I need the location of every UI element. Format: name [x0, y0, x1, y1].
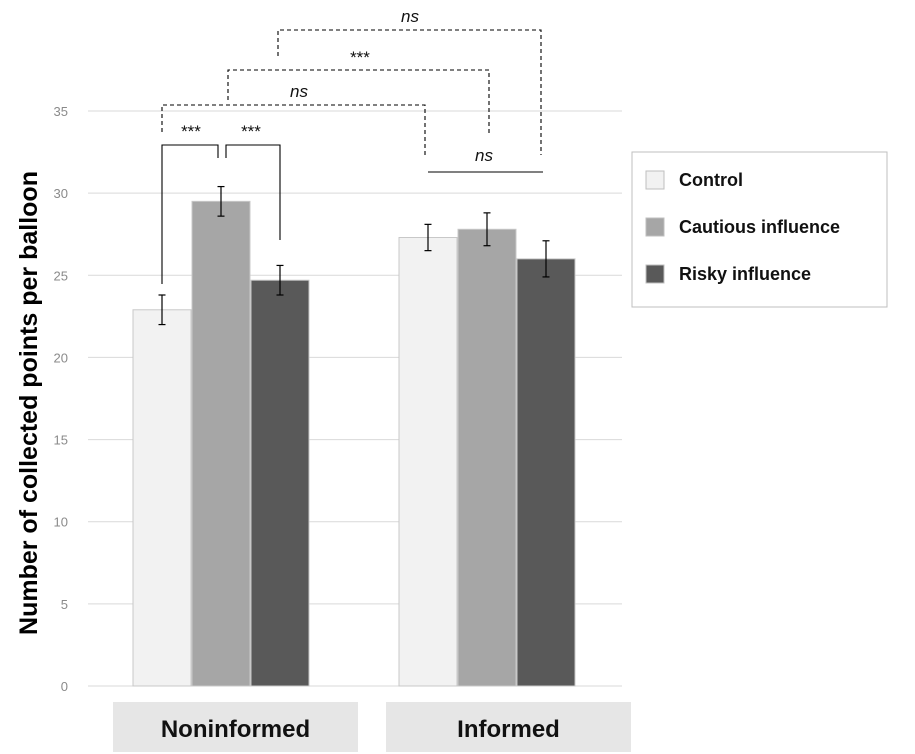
significance-brackets: *** *** ns *** ns ns	[161, 7, 543, 284]
bars	[132, 200, 576, 687]
x-category-label: Informed	[457, 716, 560, 743]
legend-label: Cautious influence	[679, 217, 840, 237]
significance-label: ***	[350, 48, 370, 67]
y-tick-label: 30	[54, 186, 68, 201]
y-axis-label: Number of collected points per balloon	[15, 171, 43, 635]
legend-swatch	[645, 264, 665, 284]
significance-label: ***	[181, 122, 201, 141]
bar	[250, 279, 310, 687]
y-tick-label: 15	[54, 433, 68, 448]
y-tick-label: 10	[54, 515, 68, 530]
bar	[398, 237, 458, 687]
x-category-label: Noninformed	[161, 716, 310, 743]
significance-bracket	[225, 144, 281, 240]
legend-swatch	[645, 170, 665, 190]
significance-bracket	[227, 69, 490, 133]
y-tick-label: 35	[54, 104, 68, 119]
y-tick-label: 25	[54, 268, 68, 283]
bar	[191, 200, 251, 687]
bar	[516, 258, 576, 687]
legend: Control Cautious influence Risky influence	[631, 151, 888, 308]
significance-label: ns	[401, 7, 419, 26]
significance-label: ***	[241, 122, 261, 141]
bar	[457, 228, 517, 687]
y-tick-label: 0	[61, 679, 68, 694]
significance-bracket	[161, 144, 219, 284]
y-tick-label: 5	[61, 597, 68, 612]
legend-box	[631, 151, 888, 308]
significance-label: ns	[290, 82, 308, 101]
x-category-labels: Noninformed Informed	[161, 716, 560, 743]
bar	[132, 309, 192, 687]
category-label-backgrounds	[113, 702, 631, 752]
legend-swatch	[645, 217, 665, 237]
error-bars	[158, 185, 550, 326]
significance-label: ns	[475, 146, 493, 165]
significance-bracket	[161, 104, 426, 156]
legend-label: Control	[679, 170, 743, 190]
category-label-box	[386, 702, 631, 752]
significance-bracket	[277, 29, 542, 155]
y-tick-label: 20	[54, 350, 68, 365]
category-label-box	[113, 702, 358, 752]
legend-label: Risky influence	[679, 264, 811, 284]
y-tick-labels: 0 5 10 15 20 25 30 35	[54, 104, 68, 694]
